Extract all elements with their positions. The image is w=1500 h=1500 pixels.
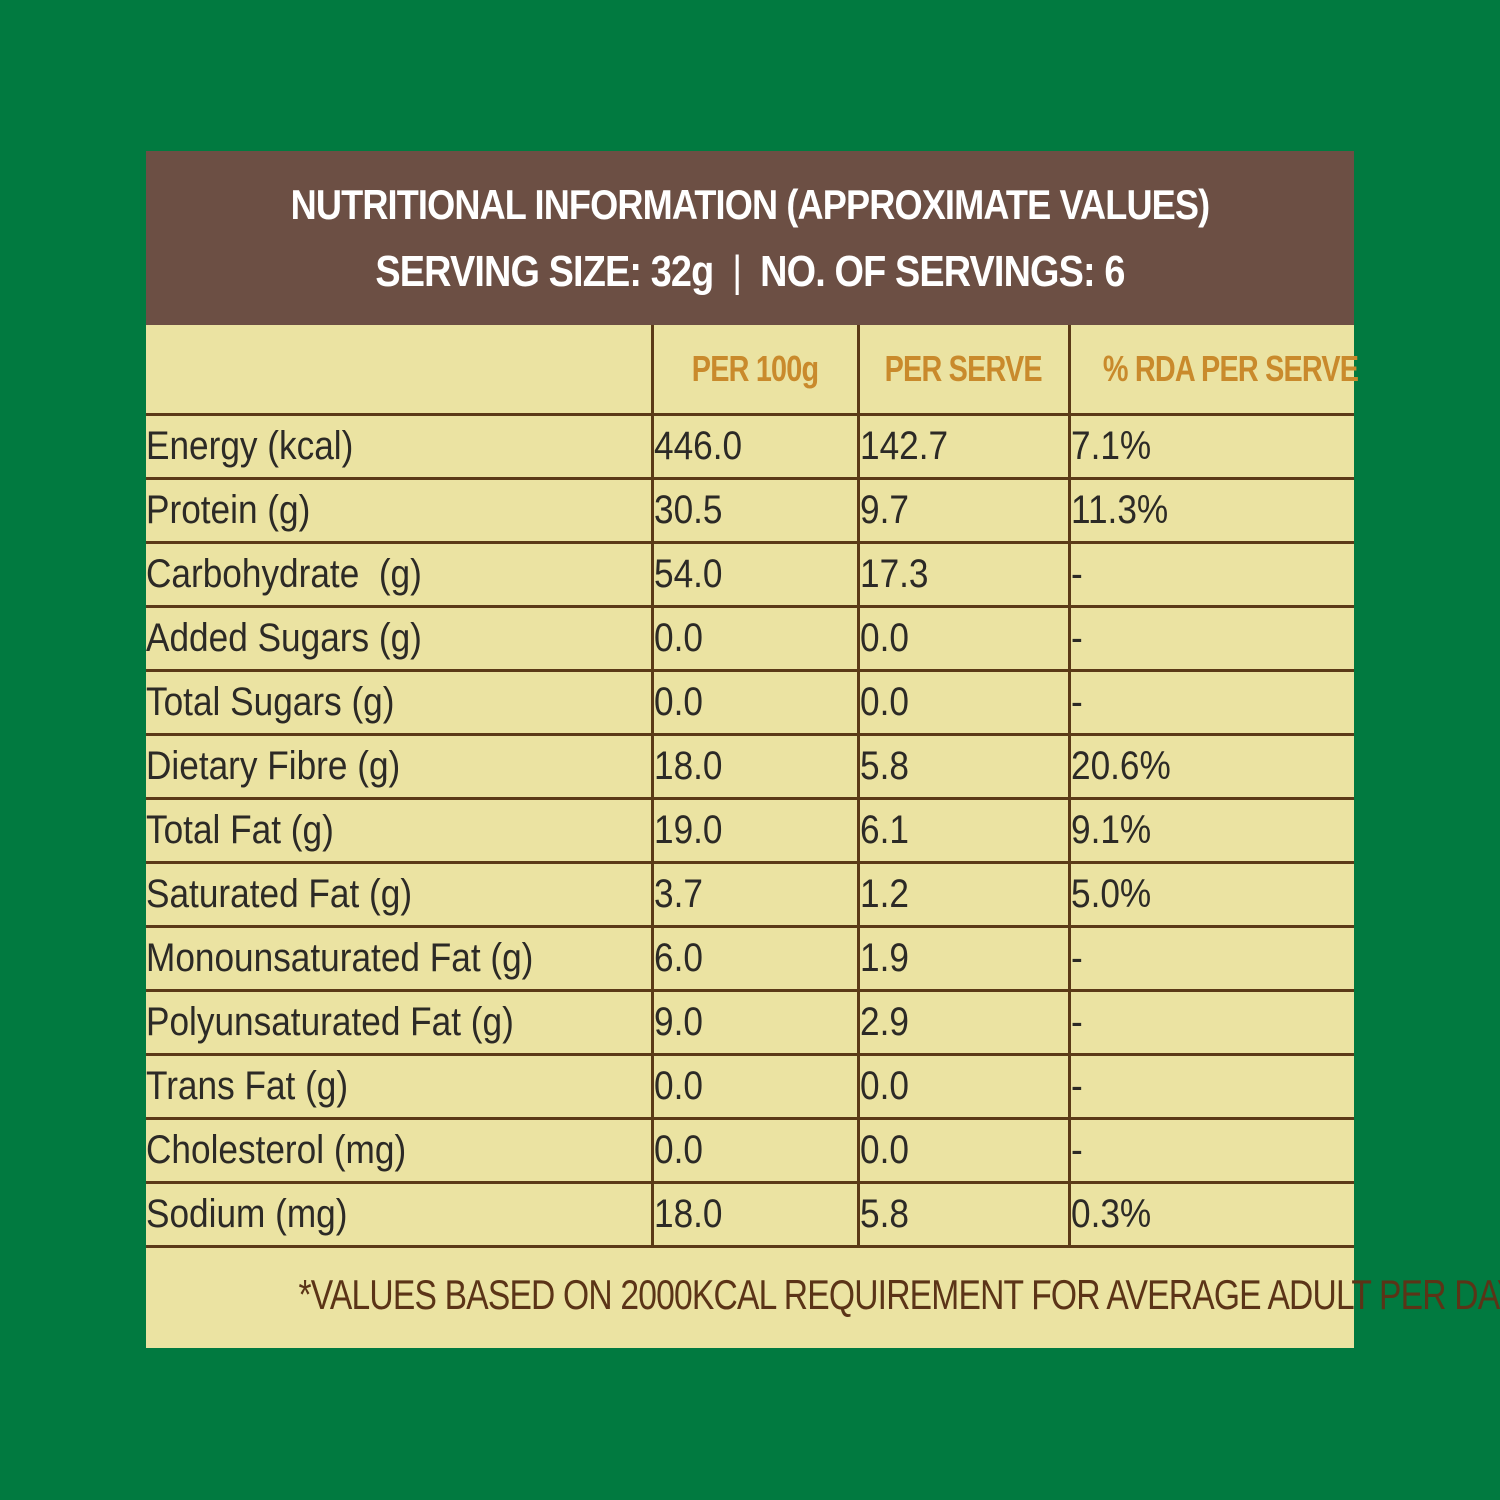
rda-value: 9.1% (1067, 798, 1354, 864)
per-serve-value: 1.2 (856, 862, 1069, 928)
nutrient-name: Total Sugars (g) (146, 670, 652, 736)
column-header-nutrient (146, 325, 652, 416)
nutrition-panel: NUTRITIONAL INFORMATION (APPROXIMATE VAL… (146, 151, 1500, 1348)
rda-value: - (1067, 670, 1354, 736)
table-row: Trans Fat (g) 0.0 0.0 - (146, 1054, 1354, 1120)
table-row: Carbohydrate (g) 54.0 17.3 - (146, 542, 1354, 608)
panel-title: NUTRITIONAL INFORMATION (APPROXIMATE VAL… (290, 181, 1211, 228)
rda-value: 5.0% (1067, 862, 1354, 928)
per-serve-value: 1.9 (856, 926, 1069, 992)
nutrient-name: Cholesterol (mg) (146, 1118, 652, 1184)
per-serve-value: 0.0 (856, 1054, 1069, 1120)
per-100g-value: 6.0 (650, 926, 858, 992)
per-100g-value: 30.5 (650, 478, 858, 544)
per-100g-value: 0.0 (650, 1118, 858, 1184)
table-row: Energy (kcal) 446.0 142.7 7.1% (146, 414, 1354, 480)
nutrient-name: Added Sugars (g) (146, 606, 652, 672)
number-of-servings: NO. OF SERVINGS: 6 (760, 247, 1125, 296)
per-serve-value: 9.7 (856, 478, 1069, 544)
per-serve-value: 0.0 (856, 670, 1069, 736)
per-serve-value: 5.8 (856, 1182, 1069, 1248)
table-row: Total Fat (g) 19.0 6.1 9.1% (146, 798, 1354, 864)
rda-value: - (1067, 926, 1354, 992)
table-row: Total Sugars (g) 0.0 0.0 - (146, 670, 1354, 736)
rda-value: - (1067, 1118, 1354, 1184)
nutrient-name: Protein (g) (146, 478, 652, 544)
nutrient-name: Sodium (mg) (146, 1182, 652, 1248)
serving-size: SERVING SIZE: 32g (375, 247, 714, 296)
table-row: Dietary Fibre (g) 18.0 5.8 20.6% (146, 734, 1354, 800)
nutrient-name: Energy (kcal) (146, 414, 652, 480)
rda-value: 0.3% (1067, 1182, 1354, 1248)
per-serve-value: 17.3 (856, 542, 1069, 608)
rda-value: 11.3% (1067, 478, 1354, 544)
nutrient-name: Carbohydrate (g) (146, 542, 652, 608)
rda-value: - (1067, 1054, 1354, 1120)
table-row: Monounsaturated Fat (g) 6.0 1.9 - (146, 926, 1354, 992)
serving-separator: | (732, 247, 742, 296)
table-row: Saturated Fat (g) 3.7 1.2 5.0% (146, 862, 1354, 928)
table-row: Sodium (mg) 18.0 5.8 0.3% (146, 1182, 1354, 1248)
table-header-row: PER 100g PER SERVE % RDA PER SERVE (146, 325, 1358, 416)
column-header-rda: % RDA PER SERVE (1067, 325, 1358, 416)
per-100g-value: 0.0 (650, 670, 858, 736)
nutrient-name: Polyunsaturated Fat (g) (146, 990, 652, 1056)
per-100g-value: 19.0 (650, 798, 858, 864)
per-100g-value: 18.0 (650, 1182, 858, 1248)
nutrient-name: Total Fat (g) (146, 798, 652, 864)
per-serve-value: 2.9 (856, 990, 1069, 1056)
rda-value: 7.1% (1067, 414, 1354, 480)
per-serve-value: 0.0 (856, 1118, 1069, 1184)
column-header-per-serve: PER SERVE (856, 325, 1069, 416)
rda-value: - (1067, 606, 1354, 672)
per-serve-value: 142.7 (856, 414, 1069, 480)
per-100g-value: 54.0 (650, 542, 858, 608)
nutrition-table: PER 100g PER SERVE % RDA PER SERVE Energ… (146, 325, 1358, 1248)
rda-value: - (1067, 542, 1354, 608)
rda-value: - (1067, 990, 1354, 1056)
panel-header: NUTRITIONAL INFORMATION (APPROXIMATE VAL… (146, 151, 1354, 325)
per-100g-value: 0.0 (650, 606, 858, 672)
per-100g-value: 18.0 (650, 734, 858, 800)
table-row: Polyunsaturated Fat (g) 9.0 2.9 - (146, 990, 1354, 1056)
nutrient-name: Trans Fat (g) (146, 1054, 652, 1120)
rda-value: 20.6% (1067, 734, 1354, 800)
nutrient-name: Dietary Fibre (g) (146, 734, 652, 800)
per-serve-value: 6.1 (856, 798, 1069, 864)
per-100g-value: 0.0 (650, 1054, 858, 1120)
per-100g-value: 446.0 (650, 414, 858, 480)
nutrient-name: Monounsaturated Fat (g) (146, 926, 652, 992)
table-row: Protein (g) 30.5 9.7 11.3% (146, 478, 1354, 544)
per-serve-value: 0.0 (856, 606, 1069, 672)
nutrient-name: Saturated Fat (g) (146, 862, 652, 928)
table-row: Cholesterol (mg) 0.0 0.0 - (146, 1118, 1354, 1184)
table-row: Added Sugars (g) 0.0 0.0 - (146, 606, 1354, 672)
column-header-per-100g: PER 100g (650, 325, 858, 416)
per-100g-value: 9.0 (650, 990, 858, 1056)
per-serve-value: 5.8 (856, 734, 1069, 800)
footnote: *VALUES BASED ON 2000KCAL REQUIREMENT FO… (298, 1271, 1500, 1318)
serving-info: SERVING SIZE: 32g | NO. OF SERVINGS: 6 (231, 247, 1270, 297)
per-100g-value: 3.7 (650, 862, 858, 928)
